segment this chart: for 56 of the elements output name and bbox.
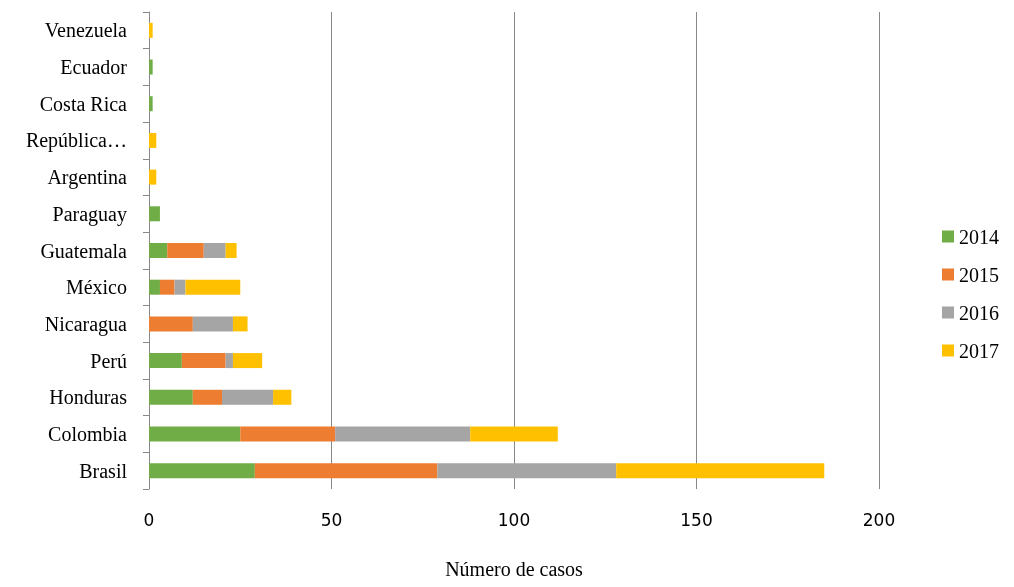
y-tick-label: Nicaragua xyxy=(44,312,128,336)
bar xyxy=(185,279,241,295)
bar xyxy=(149,132,157,148)
y-tick-label: Argentina xyxy=(47,166,128,190)
bar xyxy=(254,463,438,479)
bar xyxy=(225,243,237,258)
y-tick-label: México xyxy=(65,276,127,299)
bar xyxy=(225,353,233,369)
y-tick-label: Venezuela xyxy=(44,19,128,42)
x-tick-label: 50 xyxy=(320,509,343,530)
bar xyxy=(149,96,153,112)
x-axis-title: Número de casos xyxy=(445,558,584,580)
bar xyxy=(181,353,226,369)
bar xyxy=(470,426,558,442)
x-tick-label: 150 xyxy=(680,509,713,530)
bar xyxy=(232,353,263,369)
bar xyxy=(616,463,825,479)
y-tick-label: Honduras xyxy=(49,386,128,409)
y-tick-label: Ecuador xyxy=(60,56,128,79)
y-tick-label: Guatemala xyxy=(40,239,128,262)
bar xyxy=(149,243,168,258)
bar xyxy=(149,22,153,38)
legend-label: 2014 xyxy=(959,225,999,248)
bar xyxy=(335,426,471,442)
bar xyxy=(149,426,241,442)
legend-label: 2016 xyxy=(959,301,999,324)
bar xyxy=(149,279,160,295)
y-tick-label: Paraguay xyxy=(52,202,127,226)
bar xyxy=(149,59,153,75)
bar xyxy=(192,389,222,405)
bar xyxy=(222,389,274,405)
bar xyxy=(273,389,292,405)
bar xyxy=(240,426,336,442)
bar xyxy=(203,243,226,258)
bar xyxy=(149,316,193,332)
legend-label: 2017 xyxy=(959,339,999,362)
bar xyxy=(149,206,160,222)
bar xyxy=(192,316,233,332)
bar xyxy=(149,169,157,185)
bar xyxy=(167,243,204,258)
x-tick-label: 100 xyxy=(497,509,531,530)
bar xyxy=(149,463,255,479)
bar xyxy=(149,389,193,405)
bar xyxy=(159,279,175,295)
x-tick-label: 200 xyxy=(862,509,896,530)
y-tick-label: Perú xyxy=(90,349,127,372)
bar xyxy=(174,279,186,295)
y-tick-label: Brasil xyxy=(79,459,128,482)
y-tick-label: Colombia xyxy=(48,422,128,445)
legend-label: 2015 xyxy=(959,263,999,286)
bar xyxy=(149,353,182,369)
bar xyxy=(232,316,248,332)
y-tick-label: República… xyxy=(25,129,127,153)
x-tick-label: 0 xyxy=(143,509,155,530)
y-tick-label: Costa Rica xyxy=(39,92,128,115)
bar xyxy=(437,463,617,479)
